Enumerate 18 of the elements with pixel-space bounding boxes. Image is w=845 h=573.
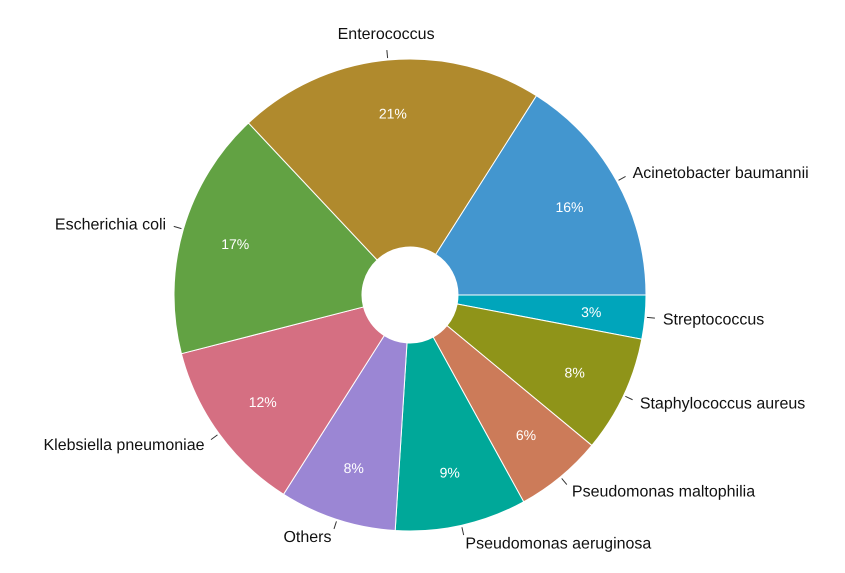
slice-label: Pseudomonas maltophilia: [572, 483, 756, 500]
data-label: 9%: [440, 464, 460, 481]
slice-label: Staphylococcus aureus: [640, 396, 806, 413]
slice-label: Streptococcus: [662, 312, 764, 329]
data-label: 12%: [248, 394, 277, 410]
slice-label: Pseudomonas aeruginosa: [465, 535, 652, 552]
slice-label: Klebsiella pneumoniae: [44, 436, 205, 454]
data-label: 8%: [564, 364, 585, 380]
slice-label: Others: [283, 529, 332, 546]
data-label: 17%: [221, 236, 250, 252]
slice-label: Acinetobacter baumannii: [632, 165, 809, 182]
slice-label: Escherichia coli: [54, 216, 166, 234]
data-label: 8%: [344, 460, 364, 476]
data-label: 6%: [516, 427, 536, 444]
data-label: 21%: [378, 106, 407, 122]
data-label: 3%: [581, 304, 602, 320]
data-label: 16%: [555, 199, 584, 216]
slice-label: Enterococcus: [338, 26, 435, 43]
